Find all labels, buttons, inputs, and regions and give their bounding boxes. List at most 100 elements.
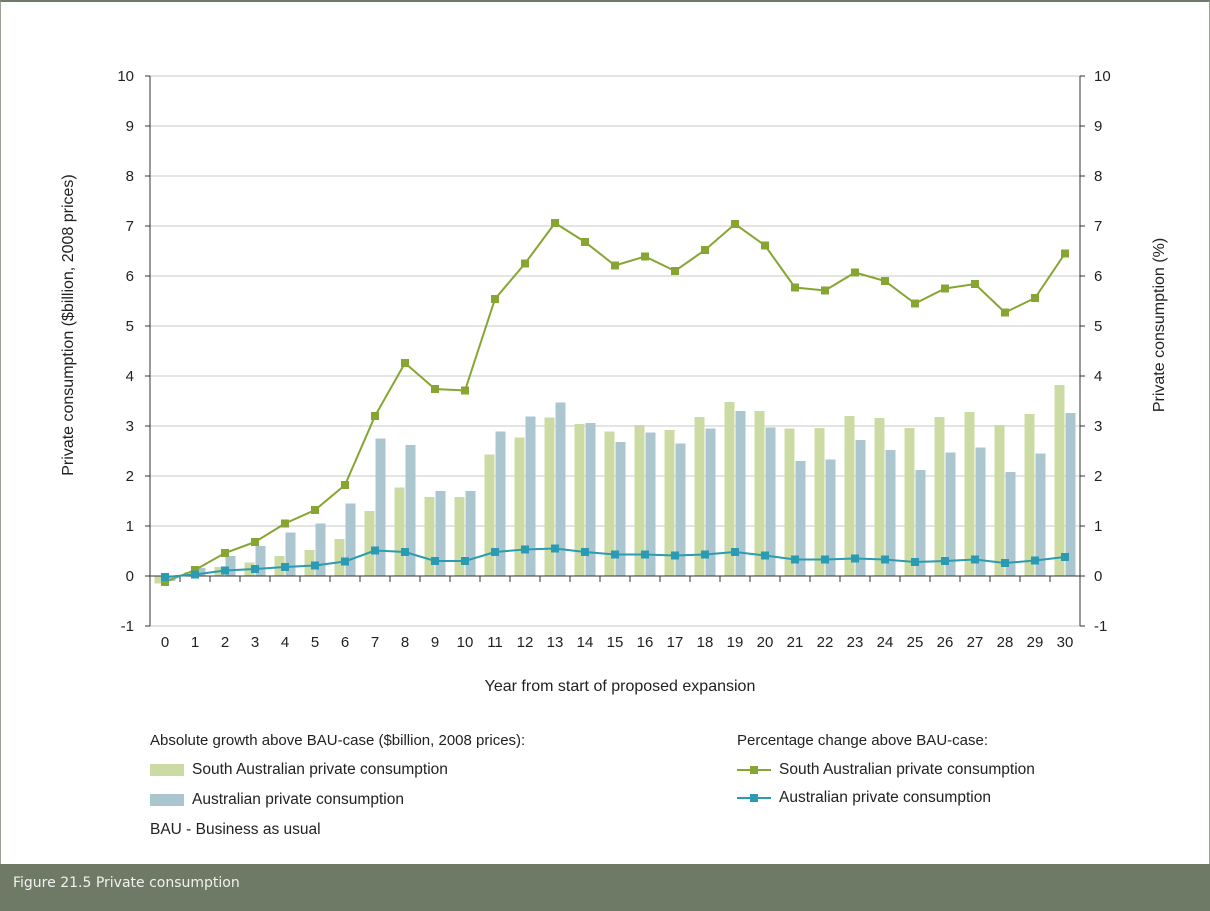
marker-sa bbox=[1001, 308, 1009, 317]
bar-au bbox=[225, 556, 236, 576]
legend-label-line-sa: South Australian private consumption bbox=[779, 761, 1035, 778]
marker-au bbox=[161, 573, 169, 581]
marker-sa bbox=[1061, 249, 1069, 258]
marker-sa bbox=[581, 238, 589, 246]
marker-au bbox=[731, 548, 739, 556]
marker-sa bbox=[911, 299, 919, 308]
x-axis-title: Year from start of proposed expansion bbox=[485, 678, 756, 695]
legend-key-line-au bbox=[737, 793, 771, 803]
marker-au bbox=[281, 563, 289, 571]
y-tick-label-left: 3 bbox=[126, 418, 134, 435]
marker-au bbox=[581, 548, 589, 556]
y-tick-label-right: 8 bbox=[1094, 168, 1102, 185]
bar-au bbox=[255, 546, 266, 576]
marker-sa bbox=[431, 385, 439, 393]
marker-au bbox=[221, 566, 229, 575]
marker-sa bbox=[881, 277, 889, 285]
x-tick-label: 4 bbox=[281, 634, 289, 651]
bar-au bbox=[585, 423, 596, 576]
marker-au bbox=[701, 550, 709, 559]
bar-au bbox=[975, 447, 986, 576]
legend-heading-percentage: Percentage change above BAU-case: bbox=[737, 732, 988, 749]
marker-sa bbox=[761, 241, 769, 250]
y-tick-label-left: -1 bbox=[121, 618, 134, 635]
legend-label-line-au: Australian private consumption bbox=[779, 789, 991, 806]
marker-au bbox=[941, 557, 949, 565]
marker-au bbox=[611, 550, 619, 559]
marker-sa bbox=[161, 578, 169, 586]
bar-au bbox=[555, 402, 566, 576]
marker-sa bbox=[791, 283, 799, 292]
y-tick-label-right: 4 bbox=[1094, 368, 1102, 385]
axes bbox=[145, 75, 1085, 627]
bar-au bbox=[405, 445, 416, 576]
bar-sa bbox=[634, 425, 645, 576]
marker-au bbox=[1001, 559, 1009, 567]
marker-au bbox=[881, 555, 889, 564]
legend-swatch-bar-au bbox=[150, 794, 184, 806]
marker-sa bbox=[251, 538, 259, 546]
marker-au bbox=[491, 548, 499, 556]
x-tick-label: 8 bbox=[401, 634, 409, 651]
bar-sa bbox=[664, 430, 675, 576]
x-tick-label: 14 bbox=[577, 634, 594, 651]
y-tick-label-left: 0 bbox=[126, 568, 134, 585]
x-tick-label: 0 bbox=[161, 634, 169, 651]
bar-au bbox=[675, 443, 686, 576]
bau-note: BAU - Business as usual bbox=[150, 821, 321, 838]
marker-sa bbox=[941, 284, 949, 293]
marker-au bbox=[1061, 553, 1069, 561]
y-tick-label-left: 10 bbox=[117, 68, 134, 85]
y-tick-label-left: 6 bbox=[126, 268, 134, 285]
y-axis-title-left: Private consumption ($billion, 2008 pric… bbox=[60, 174, 77, 475]
y-tick-label-right: 3 bbox=[1094, 418, 1102, 435]
marker-sa bbox=[551, 219, 559, 227]
marker-au bbox=[851, 554, 859, 563]
bar-au bbox=[885, 450, 896, 576]
bar-sa bbox=[1024, 414, 1035, 576]
marker-au bbox=[1031, 556, 1039, 565]
y-tick-label-right: 1 bbox=[1094, 518, 1102, 535]
marker-au bbox=[761, 551, 769, 560]
x-tick-label: 27 bbox=[967, 634, 984, 651]
bar-sa bbox=[844, 416, 855, 576]
marker-au bbox=[191, 570, 199, 579]
marker-au bbox=[911, 558, 919, 566]
bar-au bbox=[1005, 472, 1016, 576]
bar-au bbox=[375, 438, 386, 576]
bar-au bbox=[435, 491, 446, 576]
marker-au bbox=[371, 546, 379, 555]
x-tick-label: 11 bbox=[487, 634, 503, 651]
bar-sa bbox=[1054, 385, 1065, 576]
x-tick-label: 3 bbox=[251, 634, 259, 651]
y-tick-label-left: 9 bbox=[126, 118, 134, 135]
marker-sa bbox=[521, 259, 529, 268]
bar-au bbox=[645, 432, 656, 576]
bar-au bbox=[1065, 413, 1076, 576]
x-tick-label: 10 bbox=[457, 634, 474, 651]
y-axis-title-right: Private consumption (%) bbox=[1151, 238, 1168, 412]
marker-au bbox=[401, 548, 409, 556]
y-tick-label-left: 5 bbox=[126, 318, 134, 335]
x-tick-label: 19 bbox=[727, 634, 744, 651]
legend-swatch-bar-sa bbox=[150, 764, 184, 776]
marker-au bbox=[311, 561, 319, 570]
marker-sa bbox=[671, 267, 679, 275]
marker-au bbox=[641, 550, 649, 559]
bar-sa bbox=[514, 437, 525, 576]
x-tick-label: 15 bbox=[607, 634, 624, 651]
legend-item-line-au: Australian private consumption bbox=[737, 789, 991, 807]
bar-au bbox=[705, 428, 716, 576]
marker-sa bbox=[221, 549, 229, 557]
marker-au bbox=[551, 544, 559, 553]
caption-bar bbox=[0, 864, 1210, 911]
bar-sa bbox=[874, 418, 885, 576]
x-tick-label: 9 bbox=[431, 634, 439, 651]
marker-sa bbox=[281, 519, 289, 528]
marker-au bbox=[341, 557, 349, 566]
line-sa bbox=[164, 221, 1066, 583]
x-tick-label: 16 bbox=[637, 634, 654, 651]
marker-au bbox=[671, 551, 679, 560]
bar-sa bbox=[544, 417, 555, 576]
